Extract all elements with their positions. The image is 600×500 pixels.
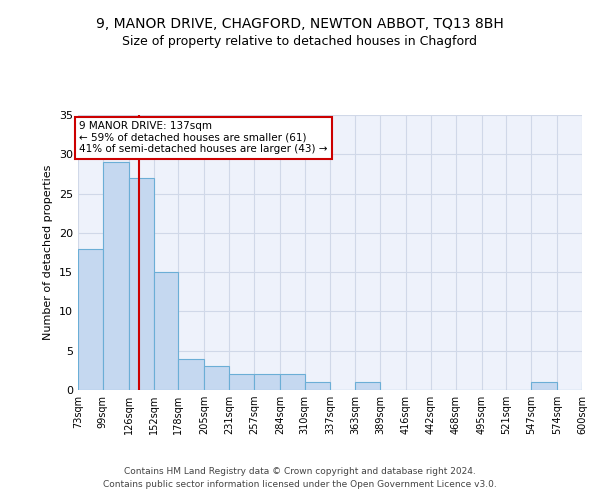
- Bar: [128, 178, 154, 390]
- Text: 9 MANOR DRIVE: 137sqm
← 59% of detached houses are smaller (61)
41% of semi-deta: 9 MANOR DRIVE: 137sqm ← 59% of detached …: [79, 122, 328, 154]
- Bar: [103, 162, 128, 390]
- Bar: [154, 272, 178, 390]
- Text: Contains public sector information licensed under the Open Government Licence v3: Contains public sector information licen…: [103, 480, 497, 489]
- Bar: [280, 374, 305, 390]
- Bar: [355, 382, 380, 390]
- Text: Contains HM Land Registry data © Crown copyright and database right 2024.: Contains HM Land Registry data © Crown c…: [124, 467, 476, 476]
- Bar: [582, 382, 600, 390]
- Bar: [229, 374, 254, 390]
- Bar: [78, 248, 103, 390]
- Bar: [178, 358, 204, 390]
- Text: 9, MANOR DRIVE, CHAGFORD, NEWTON ABBOT, TQ13 8BH: 9, MANOR DRIVE, CHAGFORD, NEWTON ABBOT, …: [96, 18, 504, 32]
- Y-axis label: Number of detached properties: Number of detached properties: [43, 165, 53, 340]
- Bar: [305, 382, 331, 390]
- Text: Size of property relative to detached houses in Chagford: Size of property relative to detached ho…: [122, 35, 478, 48]
- Bar: [532, 382, 557, 390]
- Bar: [254, 374, 280, 390]
- Bar: [204, 366, 229, 390]
